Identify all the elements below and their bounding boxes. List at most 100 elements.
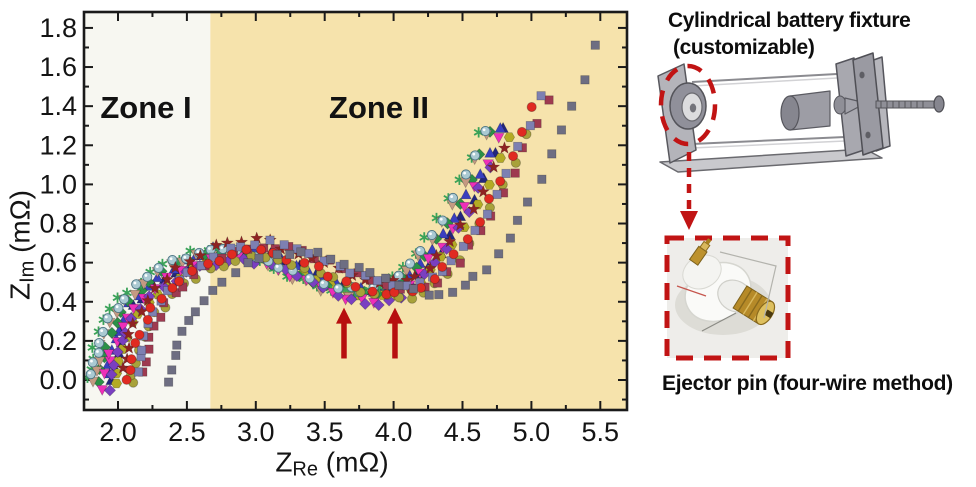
x-tick-label: 4.5 bbox=[444, 417, 482, 447]
asterisk-spoke bbox=[185, 247, 196, 255]
marker-highlight-dot bbox=[306, 275, 310, 279]
data-point bbox=[153, 262, 164, 273]
data-point bbox=[113, 302, 124, 314]
data-point bbox=[214, 256, 225, 267]
data-point bbox=[87, 357, 98, 368]
data-point bbox=[174, 276, 185, 287]
marker-highlight-dot bbox=[183, 255, 187, 259]
data-point bbox=[339, 259, 349, 269]
data-point bbox=[474, 167, 487, 179]
data-point bbox=[470, 225, 480, 235]
data-point bbox=[422, 253, 435, 265]
data-point bbox=[494, 153, 507, 163]
fixture-right-plate bbox=[852, 52, 884, 156]
data-point bbox=[265, 235, 275, 245]
data-point bbox=[437, 261, 448, 272]
fixture-coupler bbox=[833, 95, 847, 115]
data-point bbox=[107, 359, 120, 372]
data-point bbox=[447, 192, 458, 203]
y-tick-label: 1.0 bbox=[39, 169, 77, 199]
data-point bbox=[272, 249, 282, 260]
data-point bbox=[437, 227, 450, 239]
data-point bbox=[453, 217, 468, 231]
data-point bbox=[177, 326, 187, 336]
annotation-arrows bbox=[335, 307, 403, 359]
x-axis-subscript: Re bbox=[292, 458, 318, 481]
marker-highlight-dot bbox=[96, 340, 100, 344]
x-tick-label: 5.0 bbox=[513, 417, 551, 447]
data-point bbox=[167, 254, 178, 266]
fixture-plate-hole-2 bbox=[865, 131, 871, 139]
y-axis-symbol: Z bbox=[4, 282, 36, 301]
data-point bbox=[462, 234, 473, 245]
y-tick-label: 0.0 bbox=[39, 365, 77, 395]
data-point bbox=[460, 188, 472, 200]
data-point bbox=[313, 261, 324, 272]
series-cell-14 bbox=[121, 101, 537, 385]
data-point bbox=[429, 248, 444, 262]
rect-shape bbox=[699, 240, 711, 252]
dimension-leader-gray bbox=[701, 312, 737, 332]
data-point bbox=[102, 313, 113, 324]
marker-highlight-dot bbox=[115, 305, 119, 309]
data-point bbox=[203, 258, 214, 269]
data-point bbox=[140, 293, 155, 307]
rect-shape bbox=[705, 238, 712, 245]
data-point bbox=[590, 40, 600, 50]
data-point bbox=[125, 316, 140, 330]
nyquist-plot: 2.0 2.5 3.0 3.5 4.0 4.5 5.0 5.5 0.0 0.2 0.4 0.6 0.8 1… bbox=[39, 10, 629, 447]
data-point bbox=[365, 268, 375, 278]
y-axis-subscript: Im bbox=[16, 260, 39, 283]
marker-highlight-dot bbox=[96, 350, 99, 353]
data-point bbox=[226, 249, 238, 260]
data-point bbox=[415, 245, 426, 257]
x-tick-label: 3.5 bbox=[306, 417, 344, 447]
marker-highlight-dot bbox=[144, 274, 148, 277]
highlight-ellipse bbox=[658, 63, 718, 147]
y-tick-label: 0.8 bbox=[39, 209, 77, 239]
y-tick-label: 1.2 bbox=[39, 130, 77, 160]
data-point bbox=[407, 269, 422, 283]
data-point bbox=[256, 244, 267, 255]
data-point bbox=[503, 132, 516, 143]
x-axis-symbol: Z bbox=[275, 446, 293, 478]
data-point bbox=[296, 247, 306, 257]
ejector-pin-caption: Ejector pin (four-wire method) bbox=[662, 372, 953, 395]
data-point bbox=[168, 260, 183, 274]
data-point bbox=[536, 91, 546, 101]
data-point bbox=[156, 312, 166, 322]
marker-highlight-dot bbox=[104, 315, 108, 319]
data-point bbox=[475, 217, 486, 228]
x-tick-label: 2.0 bbox=[99, 417, 137, 447]
y-tick-label: 0.2 bbox=[39, 326, 77, 356]
data-point bbox=[156, 293, 167, 304]
data-point bbox=[367, 286, 378, 297]
data-point bbox=[428, 256, 441, 269]
data-point bbox=[448, 287, 458, 297]
y-tick-label: 1.8 bbox=[39, 13, 77, 43]
x-axis-units: (mΩ) bbox=[318, 446, 389, 478]
fixture-mid-cylinder-face bbox=[780, 95, 800, 131]
data-point bbox=[117, 322, 129, 333]
data-point bbox=[171, 350, 181, 360]
zone-rect-2 bbox=[210, 12, 628, 410]
plot-frame bbox=[82, 10, 629, 412]
data-point bbox=[193, 248, 208, 262]
marker-highlight-dot bbox=[482, 128, 486, 132]
data-point bbox=[111, 345, 124, 359]
data-point bbox=[183, 254, 197, 268]
line-shape bbox=[737, 288, 753, 312]
data-point bbox=[129, 289, 141, 301]
data-point bbox=[279, 240, 289, 250]
data-point bbox=[93, 347, 104, 358]
data-point bbox=[429, 273, 440, 285]
line-shape bbox=[747, 295, 763, 318]
data-point bbox=[332, 289, 345, 302]
marker-highlight-dot bbox=[220, 246, 224, 250]
data-point bbox=[134, 329, 145, 340]
marker-highlight-dot bbox=[196, 250, 200, 254]
data-point bbox=[567, 101, 577, 111]
data-point bbox=[460, 280, 470, 290]
data-point bbox=[408, 284, 418, 294]
data-point bbox=[460, 169, 471, 180]
